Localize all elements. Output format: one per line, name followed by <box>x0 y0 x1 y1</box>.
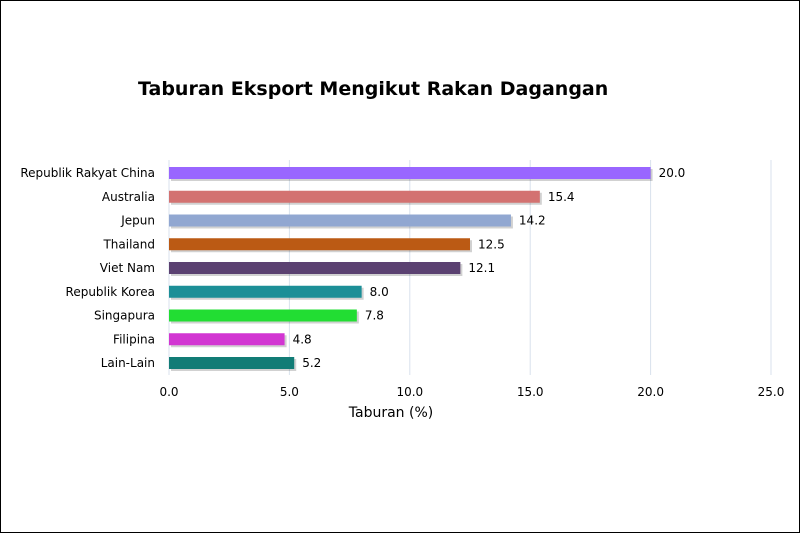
category-label: Thailand <box>102 237 155 251</box>
category-label: Lain-Lain <box>101 356 155 370</box>
bar <box>169 238 470 251</box>
category-labels: Republik Rakyat China Australia Jepun Thail… <box>20 166 155 370</box>
value-label: 12.1 <box>468 261 495 275</box>
x-tick-label: 15.0 <box>517 385 544 399</box>
value-label: 7.8 <box>365 309 384 323</box>
bar <box>169 333 285 346</box>
bar <box>169 262 461 274</box>
bar <box>169 214 511 227</box>
x-axis-ticks: 0.0 5.0 10.0 15.0 20.0 25.0 <box>159 385 784 399</box>
value-label: 15.4 <box>548 190 575 204</box>
x-tick-label: 5.0 <box>280 385 299 399</box>
bar <box>169 285 362 298</box>
category-label: Viet Nam <box>100 261 155 275</box>
category-label: Australia <box>102 190 155 204</box>
value-label: 5.2 <box>302 356 321 370</box>
value-label: 4.8 <box>293 332 312 346</box>
category-label: Republik Rakyat China <box>20 166 155 180</box>
value-labels: 20.0 15.414.2 12.5 12.1 8.0 7.8 4.8 5.2 <box>293 166 686 370</box>
x-axis-label: Taburan (%) <box>348 405 433 421</box>
chart-title: Taburan Eksport Mengikut Rakan Dagangan <box>138 78 609 100</box>
x-tick-label: 20.0 <box>637 385 664 399</box>
value-label: 12.5 <box>478 237 505 251</box>
x-tick-label: 10.0 <box>396 385 423 399</box>
bar <box>169 309 357 322</box>
value-label: 20.0 <box>659 166 686 180</box>
category-label: Filipina <box>113 332 155 346</box>
bar <box>169 167 651 179</box>
x-tick-label: 25.0 <box>758 385 785 399</box>
value-label: 14.2 <box>519 214 546 228</box>
value-label: 8.0 <box>370 285 389 299</box>
category-label: Singapura <box>94 309 155 323</box>
category-label: Jepun <box>120 214 155 228</box>
bar <box>169 357 295 369</box>
x-tick-label: 0.0 <box>159 385 178 399</box>
bars <box>169 167 653 371</box>
bar <box>169 190 540 203</box>
category-label: Republik Korea <box>66 285 155 299</box>
